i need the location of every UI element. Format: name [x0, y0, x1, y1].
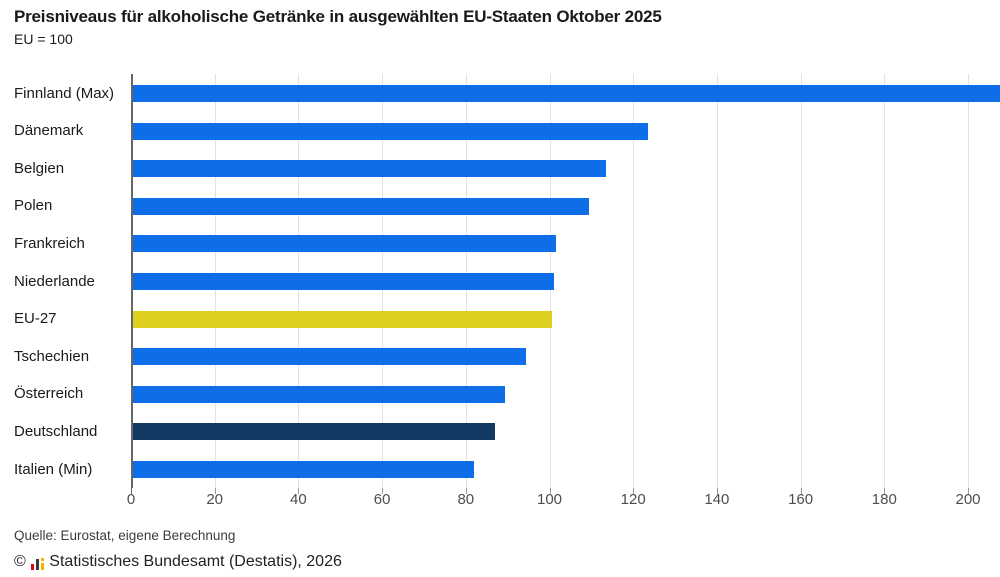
category-label: Belgien — [14, 159, 65, 177]
tick-mark-x-0 — [131, 488, 132, 494]
source-note: Quelle: Eurostat, eigene Berechnung — [14, 528, 236, 543]
gridline-x-200 — [968, 74, 969, 488]
tick-label-x-0: 0 — [126, 491, 136, 508]
y-axis-line — [131, 74, 133, 488]
tick-label-x-20: 20 — [206, 491, 224, 508]
gridline-x-120 — [633, 74, 635, 488]
bar-eu-27 — [133, 310, 552, 328]
tick-label-x-80: 80 — [457, 491, 475, 508]
copyright-line: © Statistisches Bundesamt (Destatis), 20… — [14, 553, 342, 571]
tick-label-x-200: 200 — [955, 491, 981, 508]
tick-mark-x-20 — [214, 488, 216, 494]
tick-mark-x-80 — [465, 488, 467, 494]
bar-tschechien — [133, 348, 527, 366]
logo-gold-dot — [40, 557, 45, 561]
publisher-text: Statistisches Bundesamt (Destatis), 2026 — [49, 553, 342, 570]
category-label: Deutschland — [14, 422, 98, 440]
tick-label-x-100: 100 — [536, 491, 563, 508]
destatis-bar-chart-logo-icon — [30, 555, 45, 570]
gridline-x-180 — [884, 74, 886, 488]
tick-label-x-120: 120 — [620, 491, 646, 508]
category-label: Italien (Min) — [14, 460, 93, 478]
tick-mark-x-180 — [884, 488, 886, 494]
tick-mark-x-40 — [298, 488, 300, 494]
bar-polen — [133, 197, 590, 215]
tick-mark-x-200 — [968, 488, 969, 494]
category-label: Niederlande — [14, 272, 95, 290]
gridline-x-160 — [800, 74, 802, 488]
gridline-x-140 — [716, 74, 718, 488]
bar-deutschland — [133, 423, 495, 441]
category-label: Österreich — [14, 385, 84, 403]
bar-finnland-max- — [133, 85, 1000, 102]
tick-mark-x-100 — [549, 488, 551, 494]
tick-label-x-60: 60 — [373, 491, 391, 508]
category-label: Frankreich — [14, 234, 85, 252]
page-subtitle: EU = 100 — [14, 31, 73, 47]
bar-österreich — [133, 385, 506, 403]
bar-italien-min- — [133, 461, 475, 478]
logo-gold-bar-with-dot — [40, 557, 45, 570]
category-label: EU-27 — [14, 310, 57, 328]
tick-mark-x-60 — [382, 488, 384, 494]
tick-label-x-140: 140 — [704, 491, 730, 508]
tick-mark-x-160 — [800, 488, 802, 494]
bar-niederlande — [133, 273, 554, 290]
logo-black-bar — [35, 558, 40, 570]
category-label: Polen — [14, 197, 53, 215]
category-label: Dänemark — [14, 122, 84, 140]
tick-mark-x-120 — [633, 488, 635, 494]
bar-belgien — [133, 160, 606, 178]
logo-gold-bar — [40, 562, 45, 570]
bar-dänemark — [133, 122, 648, 140]
bar-frankreich — [133, 235, 556, 253]
copyright-symbol: © — [14, 553, 26, 570]
page-title: Preisniveaus für alkoholische Getränke i… — [14, 7, 662, 26]
bar-chart: Finnland (Max) Dänemark Belgien Polen Frankr… — [0, 74, 1000, 488]
tick-mark-x-140 — [716, 488, 718, 494]
tick-label-x-160: 160 — [788, 491, 814, 508]
logo-red-bar — [30, 563, 35, 570]
tick-label-x-40: 40 — [290, 491, 307, 508]
tick-label-x-180: 180 — [871, 491, 897, 508]
category-label: Tschechien — [14, 347, 90, 365]
category-label: Finnland (Max) — [14, 84, 115, 102]
